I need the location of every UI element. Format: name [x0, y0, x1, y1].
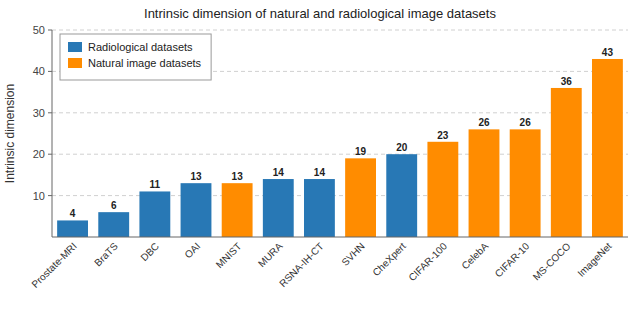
bar [139, 191, 170, 237]
bar [427, 142, 458, 237]
y-axis-label: Intrinsic dimension [3, 84, 17, 183]
data-label: 6 [111, 200, 117, 211]
bar [304, 179, 335, 237]
y-tick-label: 40 [33, 65, 45, 77]
x-tick-label: SVHN [339, 241, 366, 268]
data-label: 26 [478, 117, 490, 128]
bar [98, 212, 129, 237]
bar [510, 129, 541, 237]
data-label: 43 [602, 47, 614, 58]
x-tick-label: CheXpert [370, 240, 408, 278]
y-tick-label: 10 [33, 190, 45, 202]
bar [386, 154, 417, 237]
x-tick-label: CIFAR-10 [493, 240, 532, 279]
data-label: 20 [396, 142, 408, 153]
y-tick [48, 154, 52, 155]
x-tick-label: MURA [256, 240, 285, 269]
data-label: 13 [190, 171, 202, 182]
data-label: 4 [70, 208, 76, 219]
x-tick-label: BraTS [92, 240, 120, 268]
data-label: 19 [355, 146, 367, 157]
bar [263, 179, 294, 237]
bar [57, 220, 88, 237]
grid-line [52, 195, 628, 196]
y-tick [48, 71, 52, 72]
grid-line [52, 30, 628, 31]
y-tick-label: 30 [33, 107, 45, 119]
legend-box [60, 34, 211, 80]
x-tick-label: RSNA-IH-CT [277, 241, 326, 290]
data-label: 11 [150, 179, 161, 190]
data-label: 14 [314, 167, 326, 178]
legend: Radiological datasets Natural image datas… [60, 34, 211, 80]
y-tick [48, 195, 52, 196]
y-tick [48, 30, 52, 31]
bar [345, 158, 376, 237]
bar [181, 183, 212, 237]
legend-swatch [68, 42, 82, 52]
data-label: 23 [437, 130, 449, 141]
legend-label: Natural image datasets [88, 57, 202, 69]
data-label: 13 [232, 171, 244, 182]
data-label: 26 [520, 117, 532, 128]
legend-label: Radiological datasets [88, 41, 193, 53]
bar [469, 129, 500, 237]
bars [57, 59, 623, 237]
x-tick-label: MS-COCO [531, 240, 573, 282]
y-axis-line [52, 30, 53, 237]
x-axis-line [52, 237, 628, 238]
x-tick-label: MNIST [214, 241, 244, 271]
x-tick-label: CelebA [459, 240, 490, 271]
grid-line [52, 154, 628, 155]
bar [222, 183, 253, 237]
x-tick-label: DBC [138, 241, 161, 264]
y-tick-label: 50 [33, 24, 45, 36]
chart: Intrinsic dimension of natural and radio… [0, 0, 640, 309]
data-label: 14 [273, 167, 285, 178]
title: Intrinsic dimension of natural and radio… [144, 6, 496, 21]
data-label: 36 [561, 76, 573, 87]
y-tick [48, 112, 52, 113]
x-tick-label: ImageNet [575, 240, 614, 279]
x-tick-label: Prostate-MRI [29, 241, 78, 290]
legend-swatch [68, 58, 82, 68]
x-tick-label: CIFAR-100 [406, 240, 449, 283]
bar [592, 59, 623, 237]
y-tick-label: 20 [33, 148, 45, 160]
bar [551, 88, 582, 237]
grid-line [52, 112, 628, 113]
x-tick-label: OAI [182, 241, 202, 261]
